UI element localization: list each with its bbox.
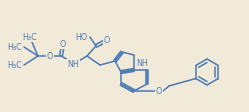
- Text: O: O: [104, 36, 110, 44]
- Text: O: O: [156, 86, 162, 96]
- Text: NH: NH: [136, 58, 148, 68]
- Text: O: O: [47, 52, 53, 60]
- Text: H₃C: H₃C: [23, 32, 37, 42]
- Text: NH: NH: [67, 59, 79, 69]
- Text: O: O: [60, 40, 66, 48]
- Text: H₃C: H₃C: [7, 42, 22, 52]
- Text: HO: HO: [75, 32, 87, 42]
- Text: H₃C: H₃C: [7, 60, 22, 70]
